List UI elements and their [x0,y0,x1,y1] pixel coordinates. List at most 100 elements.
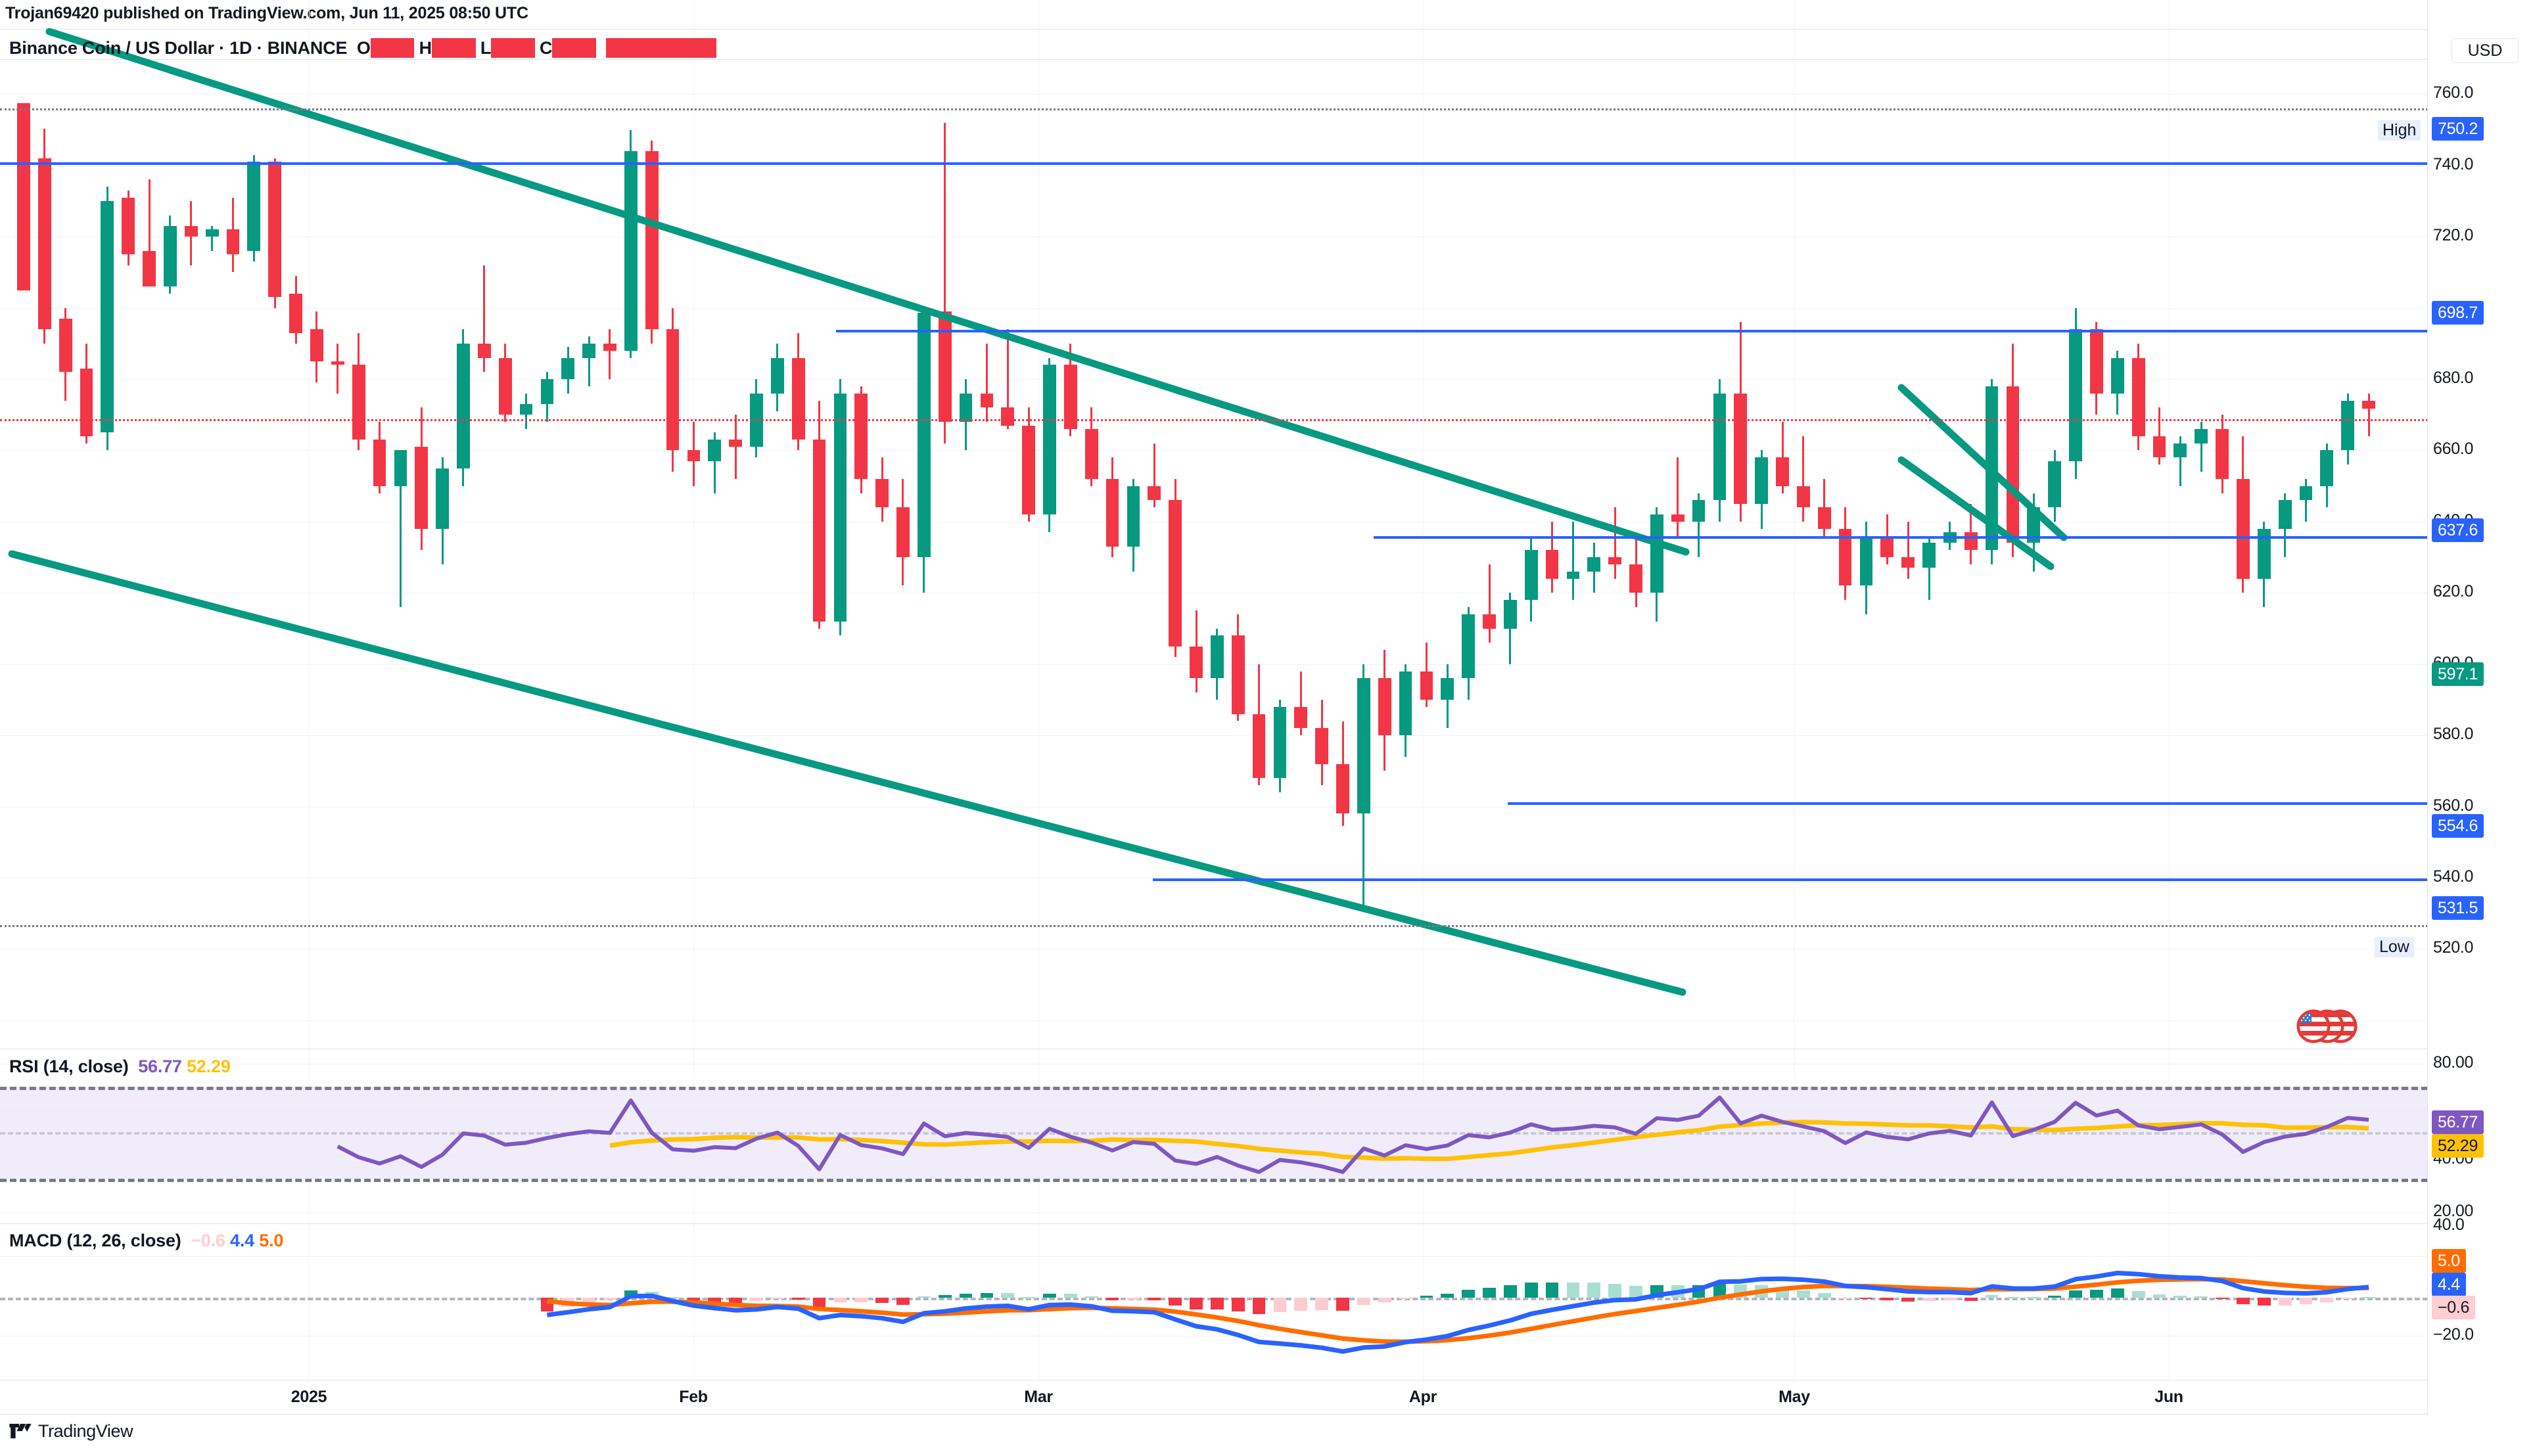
macd-histogram-bar [1504,1285,1517,1298]
legend-exchange: BINANCE [267,38,348,58]
candle-body [1713,393,1727,501]
candle-body [1880,535,1894,558]
candle-body [2216,428,2229,479]
candle-wick [1488,564,1491,643]
macd-histogram-bar [1943,1298,1957,1301]
time-gridline [2169,0,2170,1380]
macd-value: 4.4 [230,1231,254,1250]
macd-histogram-bar [2027,1297,2041,1299]
macd-histogram-bar [1545,1282,1559,1298]
candle-body [1734,393,1748,504]
time-axis-label: Jun [2154,1388,2183,1406]
rsi-value-box[interactable]: 56.77 [2432,1110,2484,1134]
period-high-line [0,108,2428,110]
macd-histogram-bar [1063,1294,1077,1298]
macd-histogram-bar [2216,1298,2229,1300]
candle-body [624,151,638,351]
candle-body [394,450,407,486]
macd-histogram-bar [1922,1298,1936,1302]
time-gridline [1794,0,1795,1380]
price-tick: 760.0 [2433,83,2474,102]
price-tick: 660.0 [2433,440,2474,459]
candle-body [729,440,742,447]
macd-hist-box[interactable]: −0.6 [2432,1296,2476,1319]
price-level-750 [0,162,2428,165]
macd-histogram-bar [917,1296,931,1298]
macd-histogram-bar [2152,1294,2166,1298]
chart-legend-main[interactable]: Binance Coin / US Dollar · 1D · BINANCE … [9,38,717,58]
price-level-box-637-6[interactable]: 637.6 [2432,518,2484,542]
price-level-box-750-2[interactable]: 750.2 [2432,117,2484,141]
candle-body [540,379,554,404]
macd-histogram-bar [1336,1298,1349,1311]
macd-histogram-bar [1022,1296,1035,1298]
rsi-grid-20 [0,1212,2428,1213]
macd-histogram-bar [1755,1285,1769,1298]
chart-legend-rsi[interactable]: RSI (14, close) 56.77 52.29 [9,1057,231,1077]
price-level-box-531-5[interactable]: 531.5 [2432,896,2484,921]
chart-legend-macd[interactable]: MACD (12, 26, close) −0.6 4.4 5.0 [9,1231,283,1251]
candle-body [1252,714,1266,779]
candle-body [1524,550,1538,601]
candle-wick [609,329,611,380]
price-level-box-597-1[interactable]: 597.1 [2432,662,2484,687]
price-level-box-554-6[interactable]: 554.6 [2432,813,2484,838]
time-axis-label: Mar [1024,1388,1053,1406]
macd-histogram-bar [2006,1296,2020,1298]
period-low-line [0,925,2428,927]
candle-body [373,440,386,486]
candle-body [415,447,429,529]
price-gridline [0,1020,2428,1021]
candle-body [457,343,470,468]
macd-histogram-bar [750,1298,763,1302]
macd-signal-box[interactable]: 5.0 [2432,1249,2466,1273]
rsi-tick: 20.00 [2433,1202,2474,1220]
macd-histogram-bar [1357,1298,1370,1305]
macd-histogram-bar [1671,1285,1685,1298]
candle-body [1273,706,1287,779]
macd-value-box[interactable]: 4.4 [2432,1273,2466,1296]
macd-histogram-bar [1880,1298,1894,1300]
price-level-531 [1153,878,2428,881]
price-gridline [0,307,2428,309]
period-low-label: Low [2375,937,2414,957]
candle-body [687,450,701,461]
currency-chip[interactable]: USD [2452,38,2519,63]
macd-histogram-bar [1001,1293,1015,1298]
economic-event-flags[interactable] [2289,1009,2361,1047]
macd-histogram-bar [2257,1298,2271,1306]
candle-body [2090,329,2103,394]
candle-body [1022,425,1035,515]
macd-histogram-bar [1190,1298,1203,1309]
legend-close-value: 671.7 [552,38,596,58]
candle-body [1231,635,1245,714]
candle-body [1441,678,1454,700]
macd-histogram-bar [1294,1298,1308,1311]
macd-histogram-bar [1483,1287,1496,1298]
macd-histogram-bar [896,1298,910,1306]
candle-body [1817,507,1831,529]
candle-body [352,365,365,440]
frame-top [0,29,2533,30]
macd-histogram-bar [1838,1298,1852,1299]
candle-body [1127,486,1140,547]
candle-body [122,197,135,255]
macd-histogram-bar [1252,1298,1266,1315]
candle-body [477,343,491,358]
candle-body [2237,478,2250,579]
candle-body [896,507,910,558]
macd-histogram-bar [812,1298,826,1308]
rsi-ma-value-box[interactable]: 52.29 [2432,1134,2484,1158]
price-level-box-698-7[interactable]: 698.7 [2432,300,2484,325]
candle-body [561,357,575,380]
price-scale[interactable] [2428,0,2533,1415]
last-close-line [0,419,2428,421]
macd-tick: 40.0 [2433,1216,2465,1234]
macd-histogram-bar [2320,1298,2334,1302]
macd-histogram-bar [1629,1286,1642,1298]
macd-histogram-bar [2173,1296,2187,1298]
legend-symbol: Binance Coin / US Dollar [9,38,214,58]
candle-body [1001,407,1015,426]
candle-body [37,158,51,330]
